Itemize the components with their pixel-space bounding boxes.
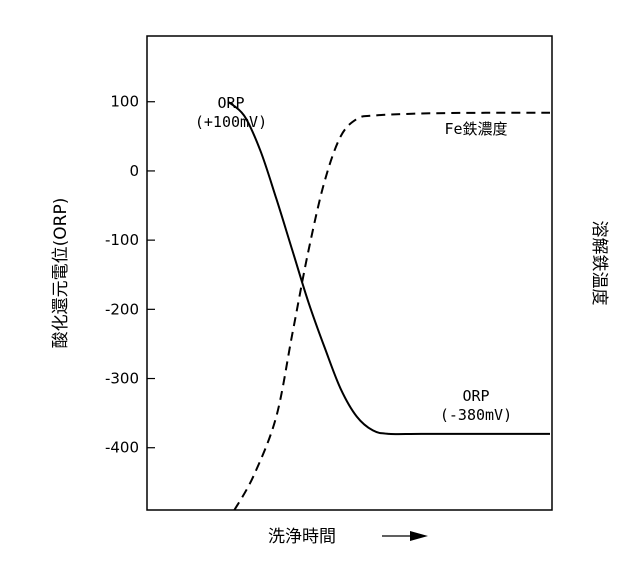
y2-axis-title: 溶解鉄温度	[589, 221, 609, 306]
y-tick-label: -200	[105, 300, 139, 318]
x-axis-arrow	[382, 531, 428, 541]
series-layer	[227, 100, 551, 511]
orp-series-line	[227, 100, 550, 436]
orp-start-value-label: (+100mV)	[195, 113, 267, 131]
y-tick-label: -100	[105, 231, 139, 249]
fe-concentration-series-line	[233, 111, 551, 511]
y-tick-label: 100	[110, 93, 139, 111]
orp-end-label: ORP	[462, 387, 489, 405]
fe-concentration-label: Fe鉄濃度	[444, 120, 507, 138]
plot-frame	[146, 35, 553, 511]
y-ticks: 100 0 -100 -200 -300 -400	[105, 93, 155, 457]
x-axis-title: 洗浄時間	[268, 527, 336, 547]
orp-start-label: ORP	[217, 94, 244, 112]
y-tick-label: -400	[105, 439, 139, 457]
y-tick-label: 0	[129, 162, 139, 180]
y-tick-label: -300	[105, 370, 139, 388]
y-axis-title: 酸化還元電位(ORP)	[51, 198, 71, 349]
orp-end-value-label: (-380mV)	[440, 406, 512, 424]
